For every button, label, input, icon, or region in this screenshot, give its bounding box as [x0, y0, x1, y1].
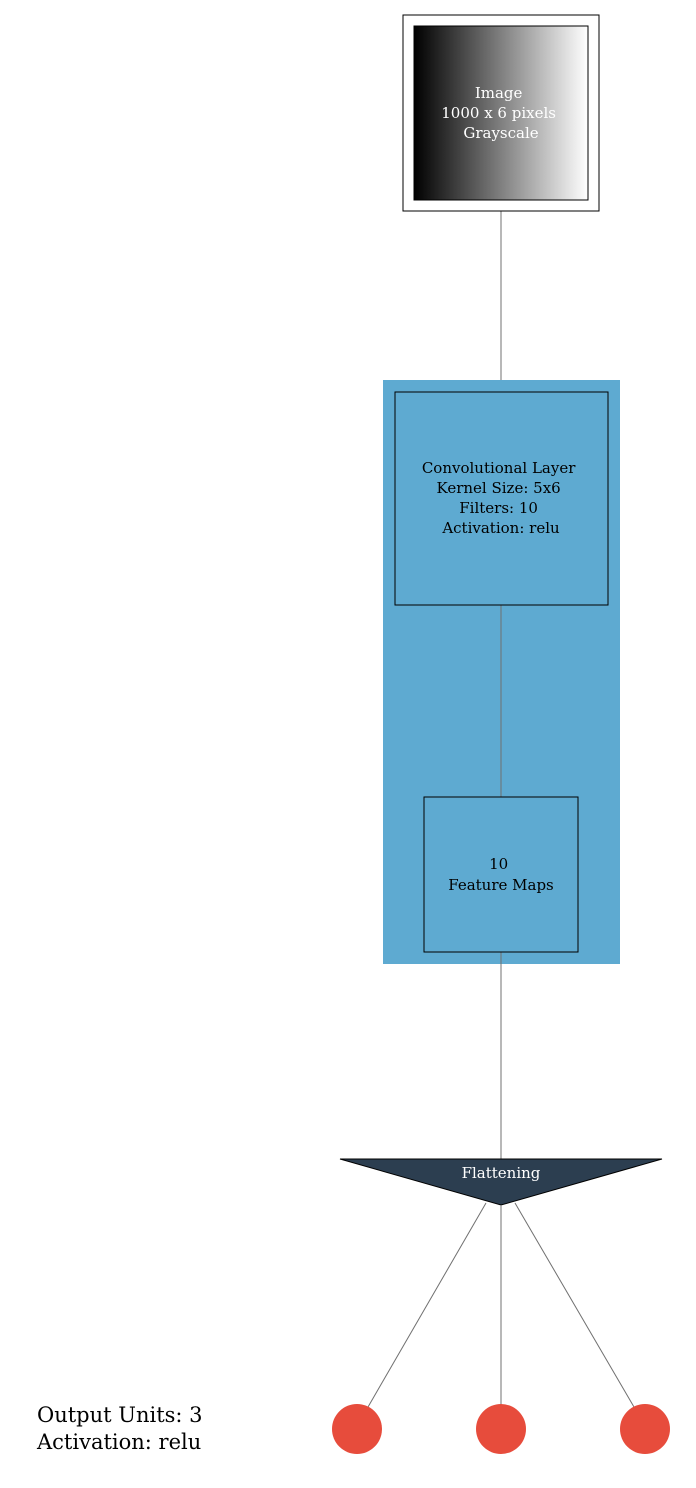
flatten-node: Flattening	[339, 1158, 663, 1206]
image-node: Image 1000 x 6 pixels Grayscale	[402, 14, 600, 212]
svg-text:Convolutional Layer Kern: Convolutional Layer Kernel Size: 5x6 Fil…	[422, 459, 580, 537]
feature-maps-node: 10 Feature Maps	[423, 796, 579, 953]
output-edges	[367, 1202, 635, 1408]
conv-node-line-3: Filters: 10	[459, 499, 538, 517]
output-label-line-2: Activation: relu	[36, 1430, 201, 1454]
svg-text:Image 1000 x 6 pixels: Image 1000 x 6 pixels Grayscale	[441, 84, 561, 142]
output-label: Output Units: 3 Activation: relu	[36, 1403, 209, 1454]
output-unit	[476, 1404, 526, 1454]
edge-flatten-to-output-3	[514, 1202, 635, 1408]
conv-node-line-4: Activation: relu	[441, 519, 560, 537]
image-node-line-2: 1000 x 6 pixels	[441, 104, 556, 122]
edge-flatten-to-output-1	[367, 1202, 487, 1408]
svg-text:10 Feature Maps: 10 Feature Maps	[448, 855, 554, 894]
flatten-label: Flattening	[462, 1164, 541, 1182]
image-node-gradient	[413, 25, 589, 201]
output-units	[332, 1404, 670, 1454]
feature-maps-line-2: Feature Maps	[448, 876, 554, 894]
flatten-triangle	[339, 1158, 663, 1206]
output-unit	[332, 1404, 382, 1454]
image-node-line-3: Grayscale	[463, 124, 538, 142]
feature-maps-node-box	[423, 796, 579, 953]
output-label-line-1: Output Units: 3	[37, 1403, 203, 1427]
output-unit	[620, 1404, 670, 1454]
conv-node-line-1: Convolutional Layer	[422, 459, 576, 477]
conv-node-line-2: Kernel Size: 5x6	[437, 479, 561, 497]
conv-node: Convolutional Layer Kernel Size: 5x6 Fil…	[394, 391, 609, 606]
feature-maps-line-1: 10	[489, 855, 508, 873]
image-node-line-1: Image	[475, 84, 523, 102]
conv-node-box	[394, 391, 609, 606]
